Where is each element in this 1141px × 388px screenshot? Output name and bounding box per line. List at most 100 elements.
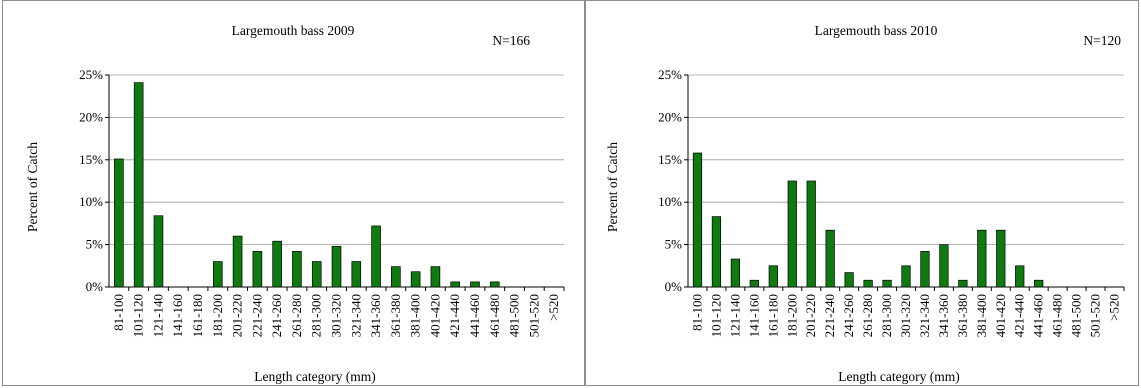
x-tick-label: 281-300	[879, 294, 894, 337]
bar-141-160	[749, 279, 759, 288]
x-tick-label: 401-420	[993, 294, 1008, 337]
y-tick-label: 20%	[79, 109, 103, 124]
bar-241-260	[844, 272, 854, 288]
x-tick-label: >520	[1107, 294, 1122, 321]
bar-361-380	[391, 266, 401, 288]
x-tick-label: 341-360	[936, 294, 951, 337]
bar-301-320	[901, 265, 911, 288]
x-tick-label: 241-260	[841, 294, 856, 337]
bar-461-480	[489, 281, 500, 288]
bar-401-420	[996, 229, 1006, 288]
bar-121-140	[153, 215, 164, 288]
x-tick-label: 101-120	[708, 294, 723, 337]
bar-101-120	[133, 82, 144, 288]
x-tick-label: 261-280	[289, 294, 304, 337]
y-tick-label: 10%	[79, 194, 103, 209]
bar-321-340	[351, 261, 362, 288]
x-tick-label: 441-460	[1031, 294, 1046, 337]
sample-size-label: N=120	[1083, 33, 1121, 48]
x-tick-label: 301-320	[898, 294, 913, 337]
bar-221-240	[825, 229, 835, 288]
x-tick-label: 181-200	[784, 294, 799, 337]
y-tick-label: 0%	[665, 279, 683, 294]
bar-221-240	[252, 251, 263, 288]
x-tick-label: 361-380	[388, 294, 403, 337]
y-tick-label: 15%	[79, 152, 103, 167]
bar-421-440	[450, 281, 460, 288]
x-tick-label: 241-260	[269, 294, 284, 337]
x-tick-label: 81-100	[689, 294, 704, 331]
x-tick-label: 501-520	[526, 294, 541, 337]
x-tick-label: 221-240	[822, 294, 837, 337]
x-tick-label: 281-300	[309, 294, 324, 337]
x-tick-label: 421-440	[447, 294, 462, 337]
x-axis-label: Length category (mm)	[254, 369, 375, 384]
x-tick-label: 201-220	[230, 294, 245, 337]
x-tick-label: 361-380	[955, 294, 970, 337]
bar-201-220	[232, 235, 243, 288]
chart-2010: Largemouth bass 2010 N=120 Percent of Ca…	[605, 23, 1125, 384]
bar-401-420	[430, 266, 441, 288]
chart-panel-2010: Largemouth bass 2010 N=120 Percent of Ca…	[585, 0, 1139, 386]
x-tick-label: 141-160	[170, 294, 185, 337]
chart-panel-2009: Largemouth bass 2009 N=166 Percent of Ca…	[2, 0, 585, 386]
x-tick-label: 441-460	[467, 294, 482, 337]
x-tick-label: 341-360	[368, 294, 383, 337]
x-tick-label: 161-180	[765, 294, 780, 337]
x-tick-label: 261-280	[860, 294, 875, 337]
y-tick-label: 10%	[658, 194, 682, 209]
bar-121-140	[730, 258, 741, 288]
x-tick-label: 321-340	[348, 294, 363, 337]
x-tick-label: 161-180	[190, 294, 205, 337]
bar-381-400	[410, 271, 421, 288]
bar-441-460	[1034, 279, 1044, 288]
x-tick-label: 501-520	[1088, 294, 1103, 337]
bar-321-340	[920, 251, 930, 288]
y-tick-label: 20%	[658, 109, 682, 124]
x-tick-label: 81-100	[111, 294, 126, 331]
y-tick-label: 25%	[79, 67, 103, 82]
x-tick-label: 421-440	[1012, 294, 1027, 337]
x-tick-label: 481-500	[1069, 294, 1084, 337]
bar-261-280	[863, 279, 873, 288]
bar-341-360	[939, 244, 949, 288]
bar-81-100	[692, 152, 703, 288]
bar-281-300	[311, 261, 322, 288]
x-tick-label: 401-420	[427, 294, 442, 337]
y-tick-label: 15%	[658, 152, 682, 167]
x-tick-label: 141-160	[746, 294, 761, 337]
y-tick-label: 5%	[665, 237, 683, 252]
x-tick-label: 121-140	[150, 294, 165, 337]
x-tick-label: 181-200	[210, 294, 225, 337]
bar-341-360	[371, 225, 381, 288]
chart-title: Largemouth bass 2010	[815, 23, 938, 38]
y-axis-label: Percent of Catch	[605, 142, 620, 232]
bar-81-100	[114, 158, 124, 288]
bar-261-280	[292, 251, 302, 288]
x-tick-label: 461-480	[1050, 294, 1065, 337]
x-tick-label: 101-120	[131, 294, 146, 337]
chart-title: Largemouth bass 2009	[232, 23, 355, 38]
x-tick-label: 121-140	[727, 294, 742, 337]
bar-281-300	[882, 279, 892, 288]
bar-241-260	[272, 240, 282, 288]
y-tick-label: 0%	[86, 279, 104, 294]
x-tick-label: 301-320	[329, 294, 344, 337]
bar-201-220	[806, 180, 816, 288]
x-tick-label: >520	[546, 294, 561, 321]
bar-381-400	[977, 229, 987, 288]
y-tick-label: 25%	[658, 67, 682, 82]
chart-2009: Largemouth bass 2009 N=166 Percent of Ca…	[25, 23, 565, 384]
x-tick-label: 201-220	[803, 294, 818, 337]
x-axis-label: Length category (mm)	[838, 369, 959, 384]
x-tick-label: 321-340	[917, 294, 932, 337]
x-tick-label: 481-500	[507, 294, 522, 337]
bar-301-320	[331, 245, 342, 288]
bar-181-200	[787, 180, 797, 288]
bar-181-200	[213, 261, 223, 288]
bar-421-440	[1015, 265, 1025, 288]
x-tick-label: 221-240	[249, 294, 264, 337]
bar-161-180	[768, 265, 778, 288]
x-tick-label: 461-480	[487, 294, 502, 337]
x-tick-label: 381-400	[974, 294, 989, 337]
